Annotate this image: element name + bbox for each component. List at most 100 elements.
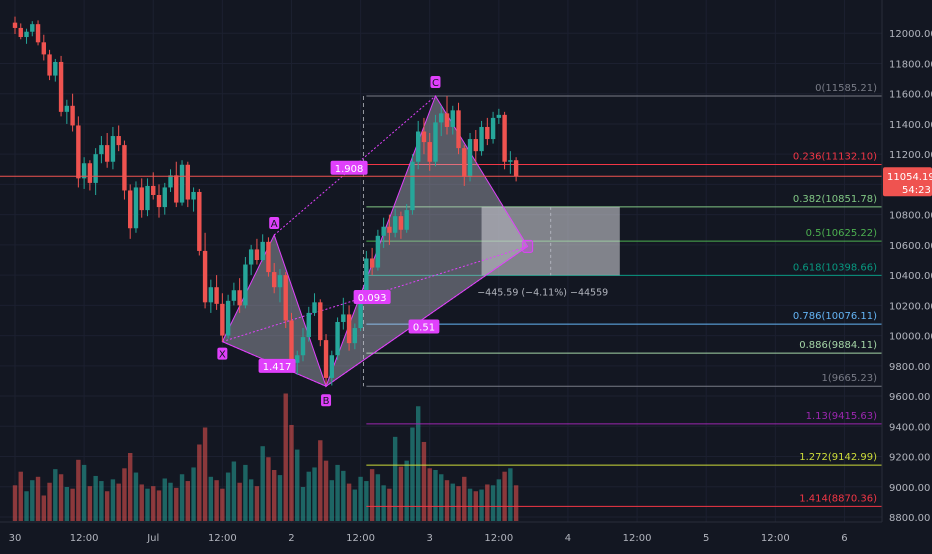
volume-bar bbox=[87, 486, 93, 521]
volume-bar bbox=[99, 481, 104, 521]
candle-body bbox=[473, 139, 478, 152]
current-price-tag bbox=[883, 167, 932, 197]
candle-body bbox=[47, 54, 52, 76]
candle-body bbox=[179, 164, 185, 203]
fib-level-label: 1.272(9142.99) bbox=[799, 452, 877, 463]
candle-body bbox=[398, 216, 404, 230]
volume-bar bbox=[70, 488, 75, 521]
pattern-point-d-box[interactable] bbox=[522, 239, 534, 253]
volume-bar bbox=[243, 464, 248, 521]
candle-body bbox=[381, 226, 386, 236]
pattern-ratio-box bbox=[353, 290, 391, 305]
candle-body bbox=[128, 190, 133, 229]
candle-body bbox=[392, 216, 398, 233]
volume-bar bbox=[496, 479, 502, 521]
time-axis-tick-label: 5 bbox=[703, 533, 709, 544]
pattern-point-box[interactable] bbox=[217, 347, 228, 360]
volume-bar bbox=[387, 488, 392, 521]
candle-body bbox=[277, 275, 283, 288]
candle-body bbox=[220, 303, 225, 336]
candle-body bbox=[421, 131, 427, 143]
candle-body bbox=[248, 249, 254, 265]
candle-body bbox=[439, 113, 444, 123]
fib-level-label: 0.786(10076.11) bbox=[793, 311, 877, 322]
pattern-ratio-box bbox=[258, 358, 296, 373]
candle-body bbox=[341, 314, 346, 322]
volume-bar bbox=[479, 489, 484, 521]
pattern-point-box[interactable] bbox=[269, 217, 280, 230]
volume-bar bbox=[202, 427, 208, 521]
candle-body bbox=[450, 110, 455, 127]
volume-bar bbox=[508, 468, 513, 521]
time-axis-tick-label: 6 bbox=[841, 533, 847, 544]
candle-body bbox=[18, 27, 23, 38]
candle-body bbox=[289, 320, 294, 363]
volume-bar bbox=[81, 464, 87, 521]
candle-body bbox=[231, 290, 237, 301]
candle-body bbox=[467, 139, 473, 177]
candle-body bbox=[352, 328, 358, 344]
candle-body bbox=[456, 110, 461, 149]
candle-body bbox=[312, 302, 317, 313]
candle-body bbox=[485, 126, 490, 140]
candle-body bbox=[110, 136, 116, 162]
candle-body bbox=[490, 117, 496, 140]
volume-bar bbox=[381, 485, 386, 521]
price-axis-bg[interactable] bbox=[882, 0, 932, 550]
volume-bar bbox=[341, 470, 346, 521]
candle-body bbox=[243, 264, 248, 306]
measure-box[interactable] bbox=[481, 206, 620, 276]
volume-bar bbox=[191, 467, 196, 521]
price-axis-tick-label: 9400.00 bbox=[889, 422, 930, 433]
volume-bar bbox=[24, 491, 29, 521]
candle-body bbox=[58, 61, 64, 112]
price-axis-tick-label: 8800.00 bbox=[889, 513, 930, 524]
candle-body bbox=[76, 125, 81, 179]
volume-bar bbox=[225, 472, 231, 521]
candle-body bbox=[272, 272, 277, 288]
time-axis-bg[interactable] bbox=[0, 522, 882, 550]
candle-body bbox=[116, 136, 121, 146]
candle-body bbox=[35, 24, 41, 43]
harmonic-ac-line bbox=[273, 95, 436, 236]
fib-level-label: 0.382(10851.78) bbox=[793, 194, 877, 205]
candle-body bbox=[104, 145, 110, 162]
candle-body bbox=[369, 258, 375, 268]
pattern-ratio-label: 1.908 bbox=[335, 164, 364, 175]
candle-body bbox=[335, 321, 340, 356]
candle-body bbox=[306, 312, 311, 338]
pattern-point-box[interactable] bbox=[321, 394, 332, 407]
price-axis-tick-label: 9600.00 bbox=[889, 392, 930, 403]
candle-body bbox=[329, 355, 334, 378]
candle-body bbox=[318, 302, 323, 341]
volume-bar bbox=[272, 470, 277, 521]
pattern-point-box[interactable] bbox=[430, 75, 441, 88]
volume-bar bbox=[421, 441, 427, 521]
candle-body bbox=[24, 31, 29, 38]
volume-bar bbox=[248, 479, 254, 521]
candle-body bbox=[479, 126, 484, 152]
volume-bar bbox=[439, 474, 444, 521]
volume-bar bbox=[30, 480, 35, 521]
candle-body bbox=[300, 337, 306, 356]
volume-bar bbox=[53, 469, 58, 521]
volume-bar bbox=[128, 453, 133, 521]
volume-bar bbox=[93, 475, 98, 521]
volume-bar bbox=[156, 490, 162, 521]
volume-bar bbox=[277, 475, 283, 521]
volume-bar bbox=[12, 485, 18, 521]
volume-bar bbox=[335, 464, 340, 521]
candle-body bbox=[323, 340, 329, 378]
volume-bar bbox=[58, 474, 64, 521]
volume-bar bbox=[358, 476, 363, 521]
candle-body bbox=[133, 187, 139, 229]
price-axis-tick-label: 11800.00 bbox=[889, 59, 932, 70]
fib-level-label: 1.414(8870.36) bbox=[799, 493, 877, 504]
price-axis-tick-label: 10200.00 bbox=[889, 301, 932, 312]
candle-body bbox=[237, 290, 242, 306]
harmonic-bcd-triangle[interactable] bbox=[325, 94, 529, 388]
volume-bar bbox=[197, 444, 202, 521]
volume-bar bbox=[427, 468, 432, 521]
